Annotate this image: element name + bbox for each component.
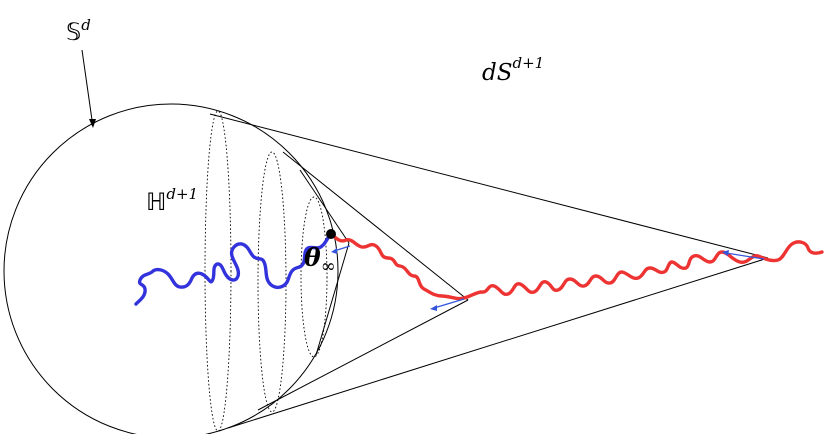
hyperbolic-ball-circle — [3, 103, 339, 434]
de-sitter-label-main: dS — [482, 60, 512, 86]
hyperbolic-label-superscript: d+1 — [166, 185, 198, 203]
sphere-label: 𝕊d — [66, 16, 91, 46]
red-random-walk-path — [329, 232, 824, 301]
arrowhead-at-theta — [331, 248, 337, 254]
dotted-ellipse-1 — [204, 110, 232, 432]
small-cone-bottom-line — [315, 242, 350, 356]
blue-random-walk-path — [134, 232, 333, 306]
large-cone-top-line — [209, 113, 769, 259]
de-sitter-label-superscript: d+1 — [512, 54, 544, 72]
dotted-ellipse-3 — [300, 196, 328, 358]
de-sitter-label: dSd+1 — [482, 54, 544, 86]
theta-infinity-point — [326, 229, 336, 239]
theta-label-subscript: ∞ — [321, 256, 336, 277]
arrowhead-at-large-apex — [722, 250, 729, 256]
hyperbolic-label: ℍd+1 — [146, 185, 198, 216]
large-cone-bottom-line — [227, 257, 769, 429]
small-cone-top-line — [299, 169, 350, 244]
arrowhead-at-medium-apex — [430, 305, 437, 311]
arrow-at-large-apex — [725, 252, 765, 260]
medium-cone-top-line — [282, 151, 469, 301]
sphere-label-superscript: d — [81, 16, 91, 34]
theta-label-main: θ — [304, 243, 321, 272]
dotted-ellipse-2 — [257, 151, 287, 413]
sphere-label-main: 𝕊 — [66, 18, 81, 46]
hyperbolic-label-main: ℍ — [146, 188, 166, 216]
arrow-at-medium-apex — [433, 298, 465, 309]
sphere-label-arrow-line — [81, 49, 93, 121]
medium-cone-bottom-line — [257, 299, 469, 411]
sphere-label-arrowhead — [89, 119, 96, 128]
theta-infinity-label: θ∞ — [304, 243, 336, 277]
